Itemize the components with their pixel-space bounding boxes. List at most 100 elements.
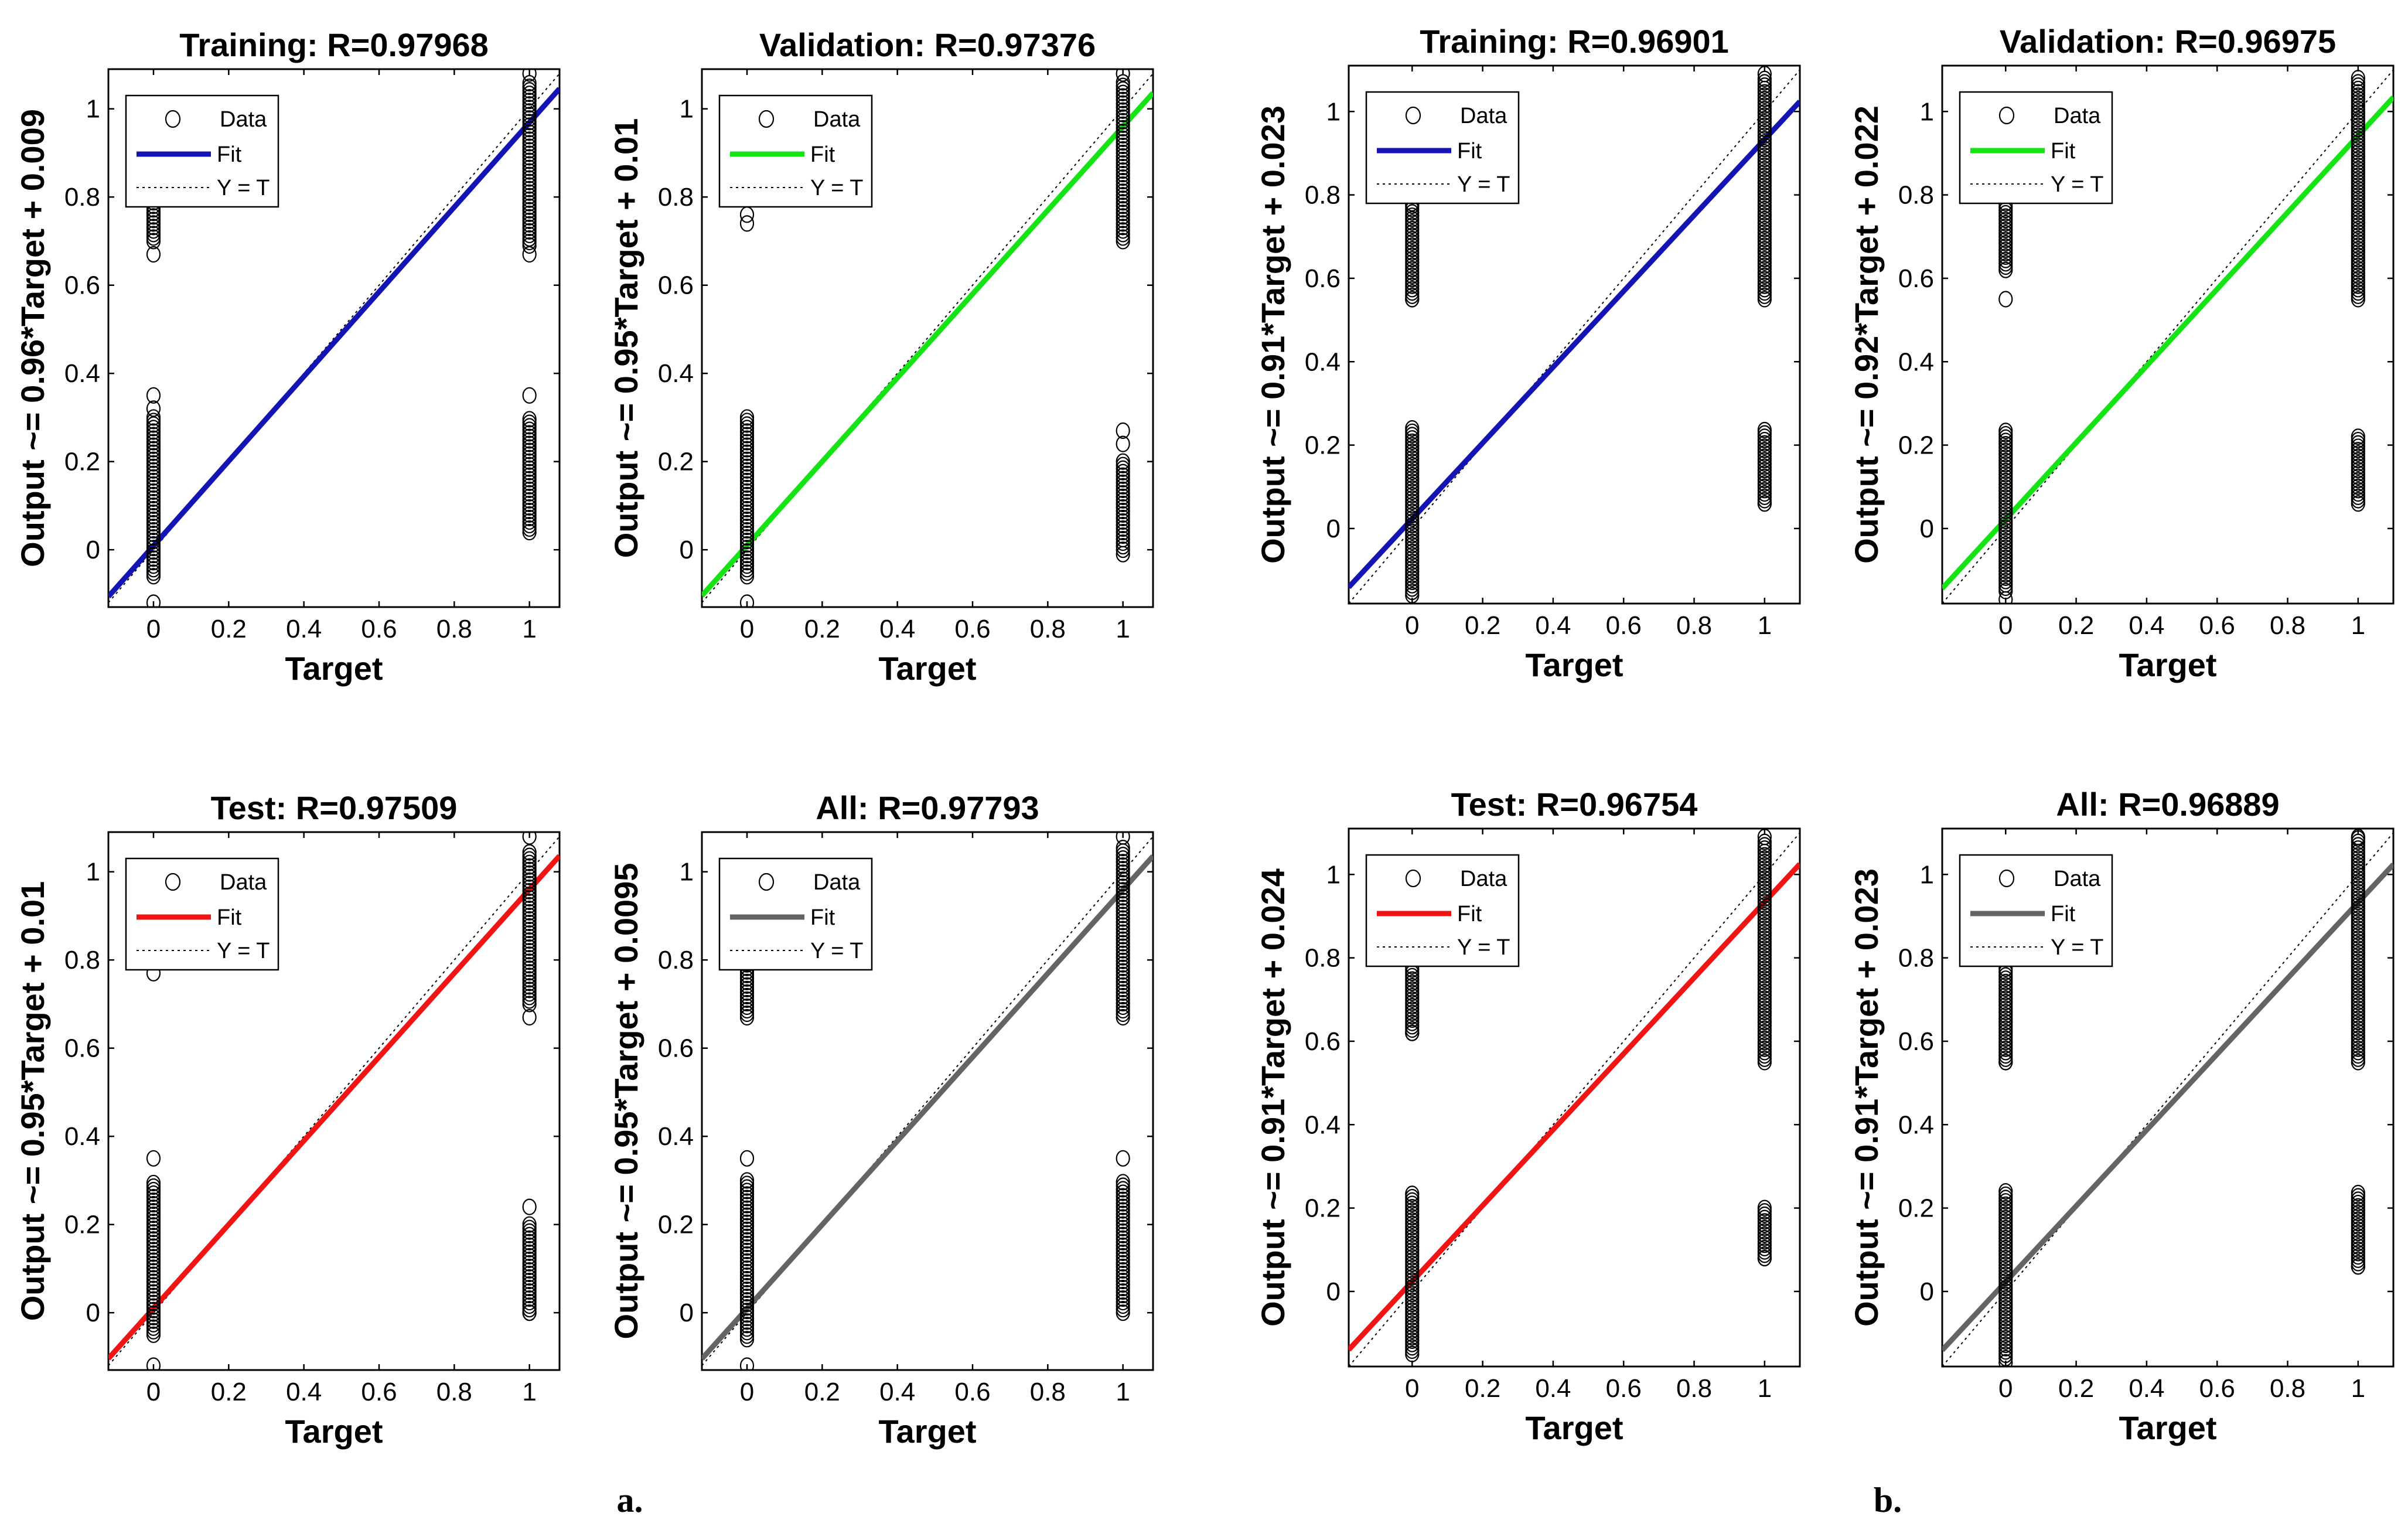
legend-identity-label: Y = T	[1457, 935, 1510, 960]
fit-line	[108, 87, 560, 599]
data-point	[739, 1204, 755, 1221]
data-point	[1116, 1258, 1130, 1276]
data-point	[522, 96, 537, 113]
data-point	[522, 957, 537, 974]
data-point	[522, 1269, 537, 1286]
data-point	[522, 946, 537, 963]
y-tick-label: 0.4	[64, 359, 100, 388]
data-point	[1116, 98, 1130, 115]
data-point	[1116, 994, 1130, 1012]
data-point	[522, 495, 537, 513]
data-point	[1116, 991, 1130, 1008]
data-point	[522, 971, 537, 988]
x-tick-label: 1	[1758, 1374, 1772, 1403]
data-point	[1116, 1191, 1130, 1208]
data-point	[146, 1277, 161, 1294]
data-point	[1116, 966, 1130, 983]
data-point	[146, 1228, 161, 1245]
data-point	[522, 1258, 537, 1276]
x-axis-label: Target	[1526, 1409, 1623, 1446]
data-point	[739, 409, 755, 426]
data-point	[1116, 226, 1130, 243]
legend-data-marker	[1405, 869, 1421, 888]
data-point	[1998, 422, 2013, 439]
data-point	[739, 458, 755, 475]
data-point	[522, 467, 537, 484]
data-point	[1116, 467, 1130, 484]
data-point	[739, 1306, 755, 1323]
x-tick-label: 0.2	[211, 615, 247, 643]
x-tick-label: 0	[1998, 611, 2013, 640]
data-point	[1116, 471, 1130, 488]
legend-box	[1959, 854, 2113, 967]
data-point	[146, 493, 161, 511]
data-point	[522, 159, 537, 176]
data-point	[1116, 998, 1130, 1016]
data-point	[739, 1190, 755, 1207]
data-point	[1116, 1188, 1130, 1205]
data-point	[522, 128, 537, 145]
data-point	[1116, 1205, 1130, 1222]
data-point	[739, 413, 755, 430]
x-tick-label: 0	[1405, 611, 1419, 640]
x-tick-label: 1	[522, 615, 536, 643]
x-tick-label: 1	[1758, 611, 1772, 640]
chart-panel-5: 0 0.2 0.4 0.6 0.8 1 0 0.2 0.4 0.6 0.8 1 Test: R=0.97…	[14, 789, 561, 1450]
data-point	[146, 1287, 161, 1304]
data-point	[739, 476, 755, 493]
x-tick-label: 0.4	[879, 1378, 915, 1406]
data-point	[1116, 201, 1130, 218]
data-point	[522, 205, 537, 222]
data-point	[739, 994, 755, 1012]
legend-data-label: Data	[813, 107, 861, 132]
data-point	[522, 520, 537, 537]
data-point	[522, 1294, 537, 1311]
data-point	[522, 233, 537, 251]
data-point	[1116, 509, 1130, 527]
y-axis-label: Output ~= 0.91*Target + 0.024	[1254, 868, 1291, 1327]
data-point	[522, 103, 537, 120]
y-tick-label: 0.6	[658, 271, 694, 300]
x-tick-label: 0	[146, 615, 161, 643]
data-point	[522, 921, 537, 939]
data-point	[739, 1214, 755, 1231]
legend: Data Fit Y = T	[1959, 854, 2113, 967]
data-point	[522, 1244, 537, 1261]
legend-fit-label: Fit	[1457, 139, 1482, 163]
data-point	[739, 1320, 755, 1337]
y-tick-label: 0.6	[1305, 264, 1341, 293]
y-tick-label: 0.4	[1305, 347, 1341, 376]
data-point	[2351, 428, 2365, 445]
data-point	[522, 86, 537, 103]
data-point	[146, 1305, 161, 1322]
data-point	[1116, 435, 1130, 452]
fit-line	[108, 854, 560, 1361]
x-tick-label: 0.8	[2270, 1374, 2305, 1403]
data-point	[1116, 127, 1130, 144]
data-point	[522, 1283, 537, 1300]
data-point	[739, 479, 755, 496]
data-point	[522, 1219, 537, 1236]
data-point	[1116, 885, 1130, 902]
data-point	[1116, 1269, 1130, 1286]
y-tick-label: 0.4	[658, 1122, 694, 1151]
data-point	[522, 435, 537, 452]
x-tick-label: 0.2	[211, 1378, 247, 1406]
data-point	[739, 486, 755, 503]
y-tick-label: 0	[1920, 1277, 1934, 1306]
data-point	[146, 533, 161, 550]
panel-label-b: b.	[1874, 1481, 1902, 1519]
data-point	[1116, 1233, 1130, 1250]
data-point	[146, 1242, 161, 1259]
y-tick-label: 0	[1326, 514, 1341, 543]
data-point	[146, 1326, 161, 1343]
data-point	[739, 1225, 755, 1242]
chart-title: Training: R=0.96901	[1420, 23, 1729, 60]
y-tick-label: 0.8	[1305, 944, 1341, 973]
data-point	[739, 1001, 755, 1019]
data-point	[1116, 488, 1130, 505]
data-point	[522, 152, 537, 169]
data-point	[522, 432, 537, 449]
data-point	[522, 950, 537, 967]
identity-line	[1349, 69, 1800, 604]
